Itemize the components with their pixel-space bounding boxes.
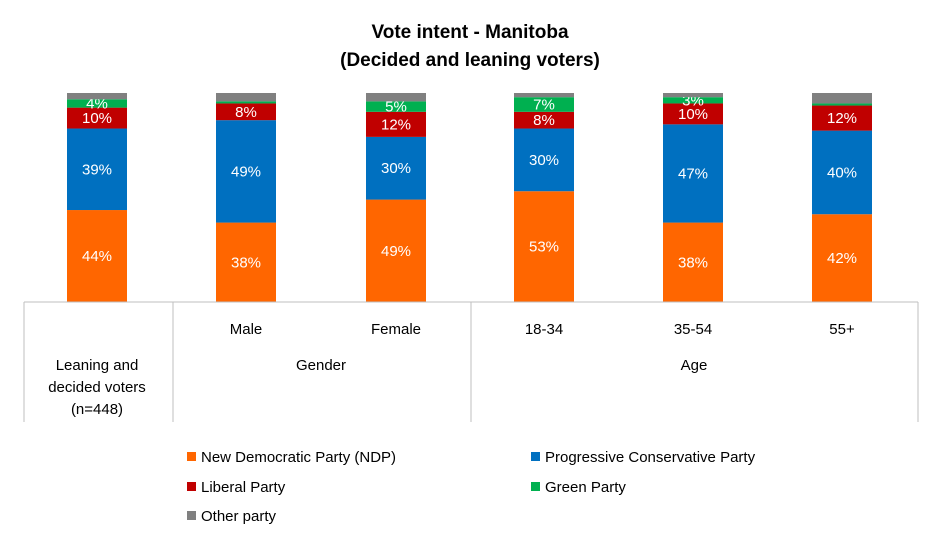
data-label-0-1: 38% [231,254,261,271]
bar-segment-3-4 [663,97,723,104]
bar-segment-3-2 [366,101,426,112]
legend-swatch-2 [187,482,196,491]
bar-segment-2-1 [216,103,276,121]
data-label-2-2: 12% [381,116,411,133]
data-label-1-1: 49% [231,163,261,180]
legend-label-3: Green Party [545,479,626,496]
data-label-1-3: 30% [529,152,559,169]
bar-segment-2-5 [812,105,872,131]
legend-label-4: Other party [201,508,277,525]
chart-subtitle: (Decided and leaning voters) [340,50,600,71]
data-label-1-2: 30% [381,160,411,177]
bar-segment-3-3 [514,97,574,112]
bar-segment-1-1 [216,120,276,223]
data-label-2-1: 8% [235,104,257,121]
bar-segment-4-5 [812,93,872,104]
data-label-2-5: 12% [827,110,857,127]
group-label-1-0: Gender [296,357,346,374]
bar-segment-3-1 [216,101,276,104]
data-label-1-0: 39% [82,161,112,178]
legend-label-1: Progressive Conservative Party [545,449,756,466]
group-label-0-2: (n=448) [71,401,123,418]
bar-segment-4-4 [663,93,723,98]
bar-segment-2-4 [663,103,723,125]
bar-segment-1-0 [67,128,127,211]
legend-swatch-1 [531,452,540,461]
bar-segment-0-5 [812,214,872,302]
data-label-0-5: 42% [827,250,857,267]
data-label-2-0: 10% [82,110,112,127]
group-label-0-1: decided voters [48,379,146,396]
tick-label-3: 18-34 [525,321,563,338]
tick-label-1: Male [230,321,263,338]
bar-segment-1-4 [663,124,723,223]
tick-label-2: Female [371,321,421,338]
tick-label-5: 55+ [829,321,855,338]
bar-segment-4-3 [514,93,574,98]
bar-segment-4-0 [67,93,127,100]
bar-segment-0-1 [216,222,276,302]
legend-label-2: Liberal Party [201,479,286,496]
data-label-0-4: 38% [678,254,708,271]
data-label-1-4: 47% [678,165,708,182]
legend: New Democratic Party (NDP) Progressive Co… [187,449,756,525]
group-label-2-0: Age [681,357,708,374]
bar-segment-1-2 [366,136,426,200]
bar-segment-1-3 [514,128,574,192]
data-label-2-3: 8% [533,112,555,129]
data-label-1-5: 40% [827,164,857,181]
bar-segment-3-5 [812,103,872,106]
bar-segment-0-3 [514,191,574,302]
legend-swatch-3 [531,482,540,491]
bar-segment-2-0 [67,107,127,129]
bar-segment-2-2 [366,111,426,137]
group-label-0-0: Leaning and [56,357,139,374]
legend-swatch-0 [187,452,196,461]
data-label-3-3: 7% [533,96,555,113]
bar-segment-4-1 [216,93,276,102]
data-label-0-2: 49% [381,243,411,260]
data-label-3-0: 4% [86,95,108,112]
category-axis: Male Female 18-34 35-54 55+ Leaning and decide… [23,301,919,422]
bar-segment-3-0 [67,99,127,108]
bar-segment-0-0 [67,210,127,302]
data-label-2-4: 10% [678,106,708,123]
legend-swatch-4 [187,511,196,520]
data-label-0-0: 44% [82,248,112,265]
tick-label-4: 35-54 [674,321,712,338]
legend-label-0: New Democratic Party (NDP) [201,449,396,466]
bar-segment-0-4 [663,222,723,302]
bar-segment-4-2 [366,93,426,102]
data-label-0-3: 53% [529,239,559,256]
bars-area: 44%39%10%4%38%49%8%49%30%12%5%53%30%8%7%… [67,92,872,302]
bar-segment-1-5 [812,130,872,215]
chart-title: Vote intent - Manitoba [371,22,568,43]
data-label-3-2: 5% [385,99,407,116]
bar-segment-2-3 [514,111,574,129]
bar-segment-0-2 [366,199,426,302]
